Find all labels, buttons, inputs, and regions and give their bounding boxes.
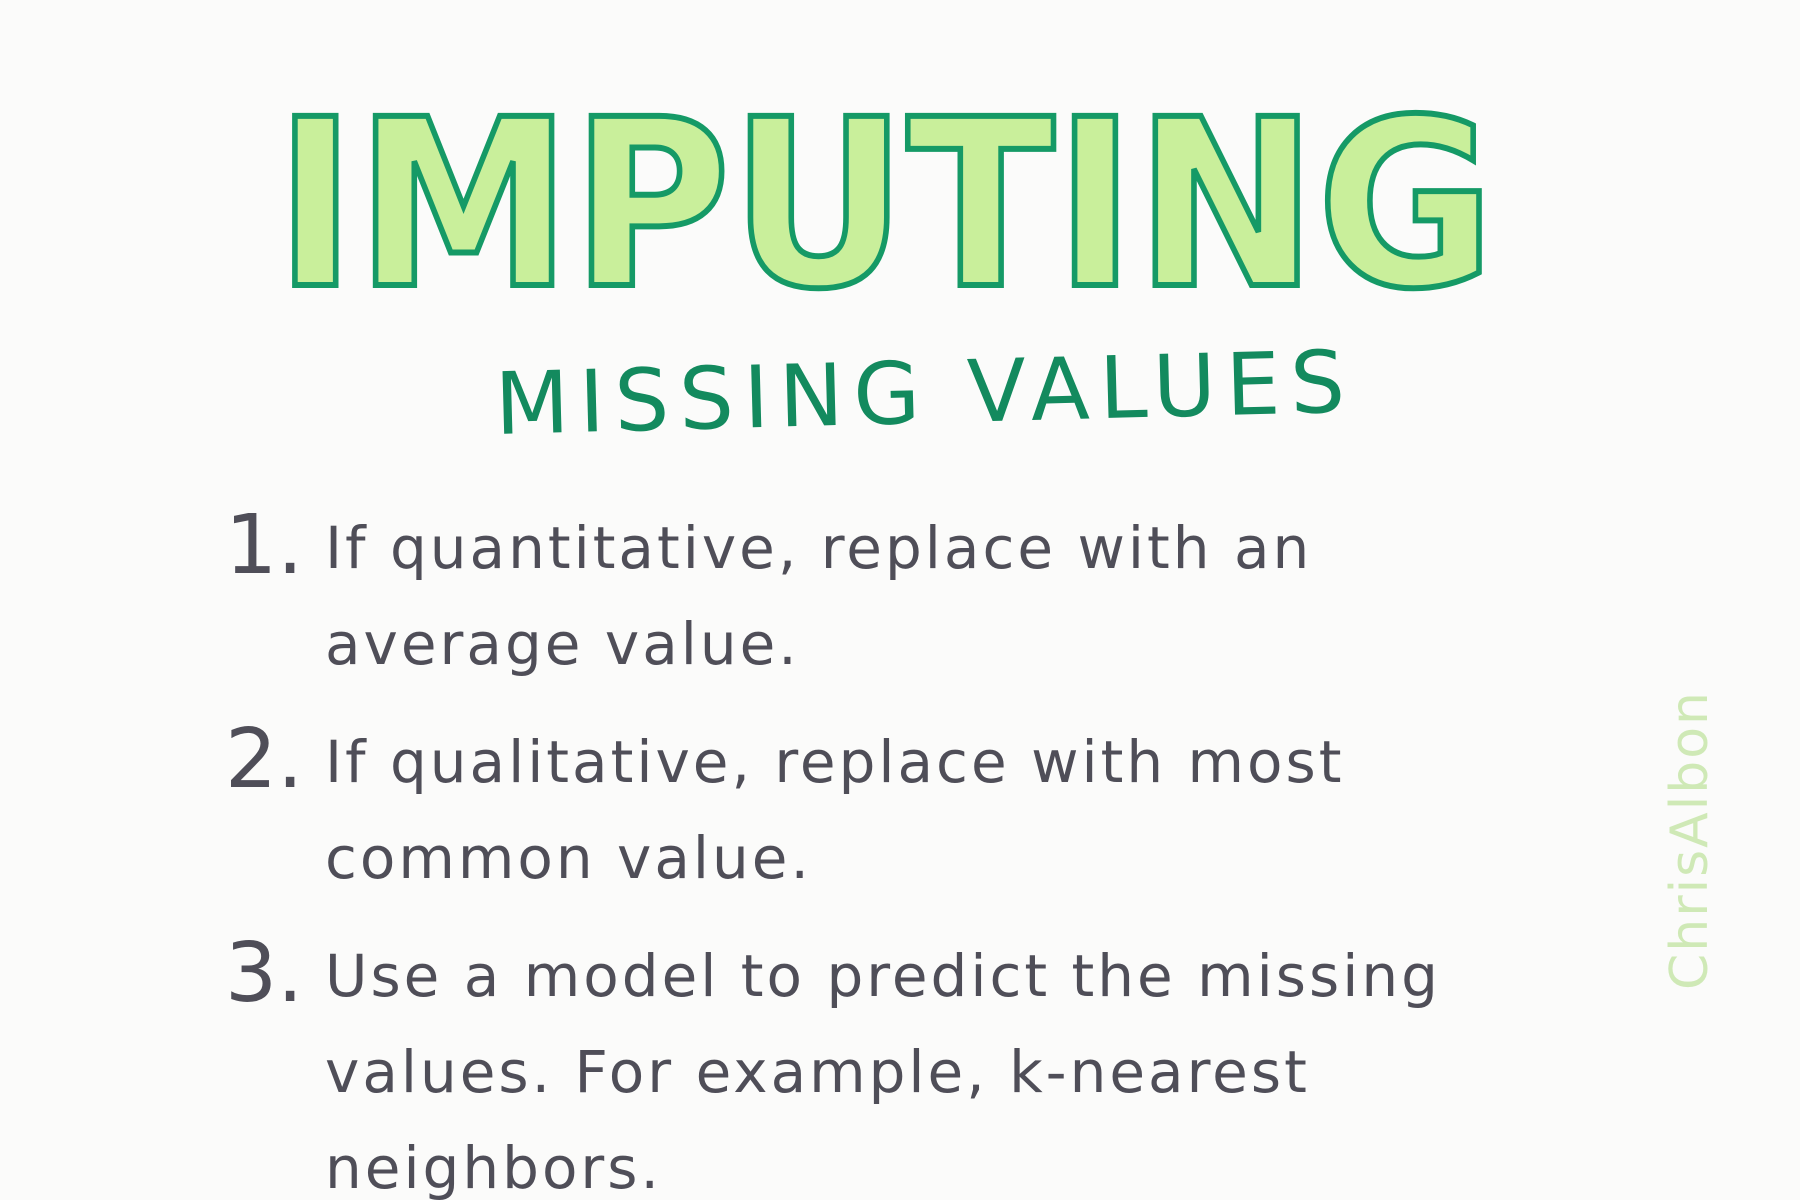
item-text: Use a model to predict the missing value… — [325, 942, 1441, 1200]
list-item: 3. Use a model to predict the missing va… — [225, 928, 1545, 1200]
list-item: 2. If qualitative, replace with most com… — [225, 714, 1545, 906]
item-text: If quantitative, replace with an average… — [325, 514, 1313, 678]
title-text: IMPUTING — [275, 95, 1495, 325]
item-number: 2. — [225, 712, 304, 807]
title-svg: IMPUTING — [272, 95, 1498, 325]
signature: ChrisAlbon — [1660, 690, 1720, 990]
list-item: 1. If quantitative, replace with an aver… — [225, 500, 1545, 692]
item-number: 3. — [225, 926, 304, 1021]
item-number: 1. — [225, 498, 304, 593]
item-list: 1. If quantitative, replace with an aver… — [225, 500, 1545, 1200]
item-text: If qualitative, replace with most common… — [325, 728, 1345, 892]
title: IMPUTING — [265, 95, 1505, 325]
subtitle: MISSING VALUES — [493, 332, 1357, 455]
